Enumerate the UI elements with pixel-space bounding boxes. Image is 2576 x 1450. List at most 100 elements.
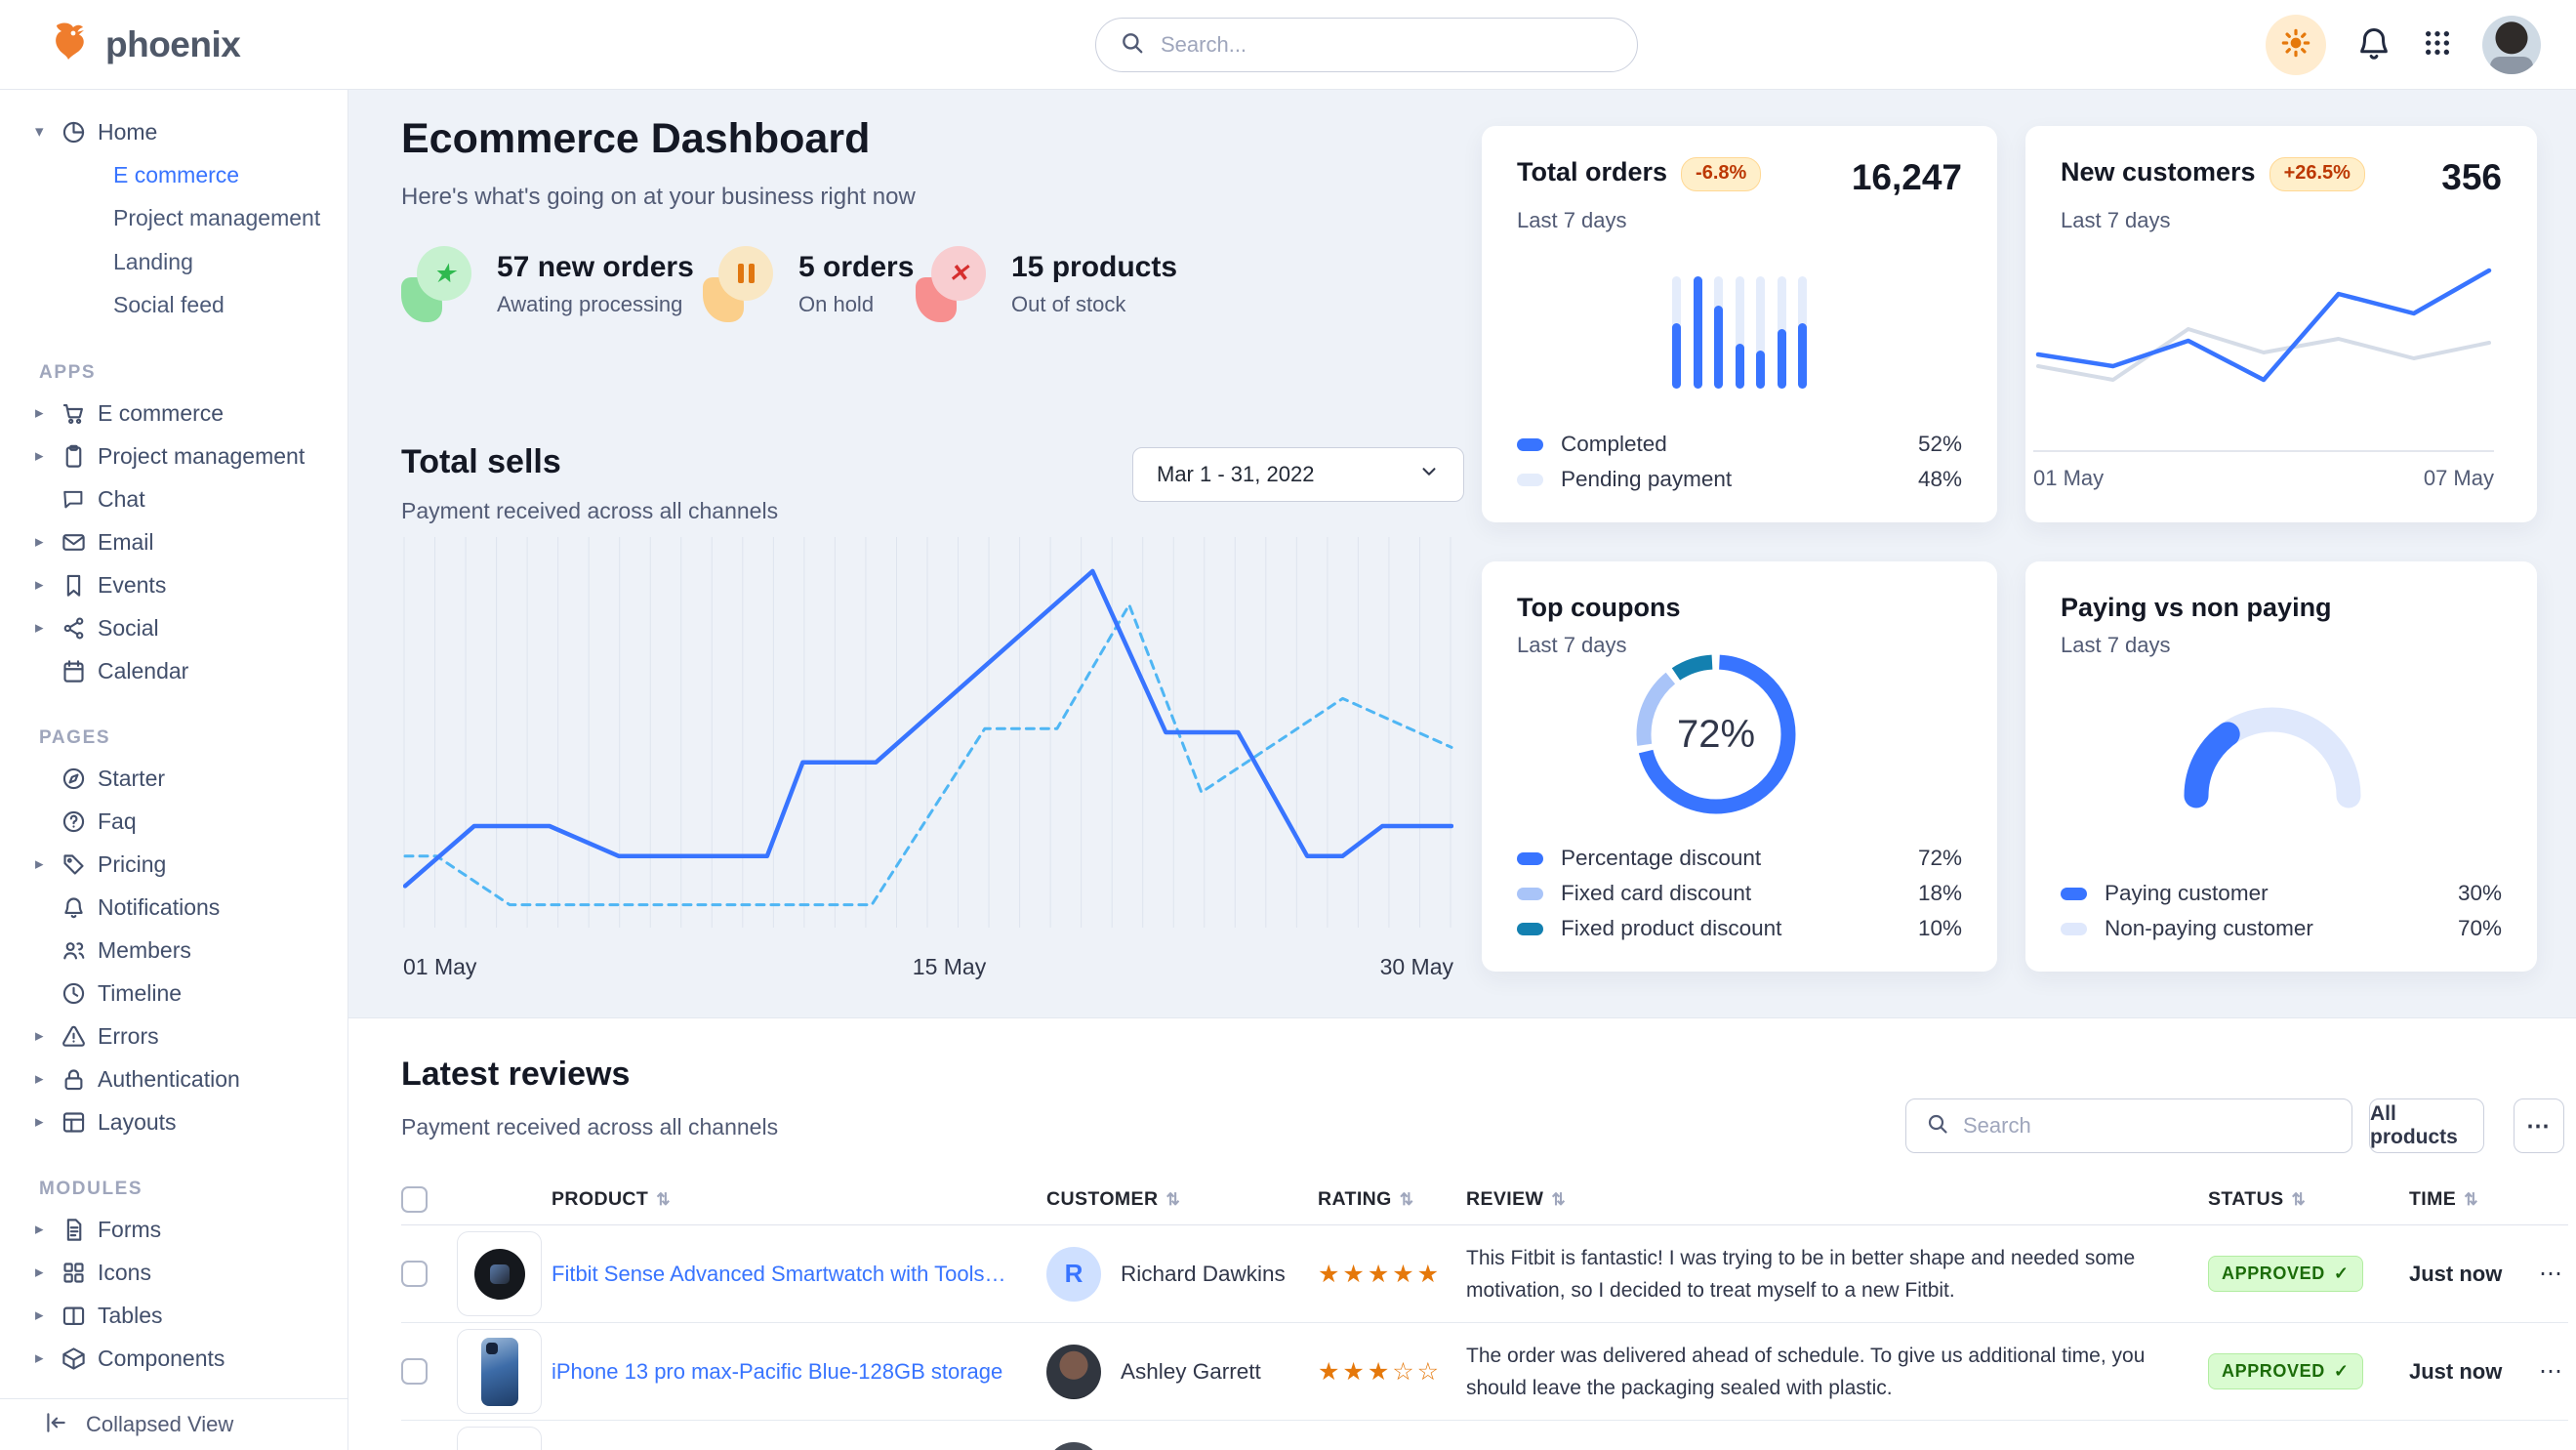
clipboard-icon	[61, 443, 98, 470]
theme-toggle-button[interactable]	[2266, 15, 2326, 75]
sidebar-item-calendar[interactable]: Calendar	[0, 649, 348, 692]
sidebar-subitem-e-commerce[interactable]: E commerce	[113, 161, 240, 187]
column-header-time[interactable]: TIME ⇅	[2409, 1188, 2478, 1210]
product-thumbnail[interactable]	[457, 1231, 542, 1316]
card-title: Total orders	[1517, 157, 1668, 186]
row-checkbox[interactable]	[401, 1261, 428, 1287]
sidebar-item-label: Layouts	[98, 1108, 177, 1135]
sidebar-item-timeline[interactable]: Timeline	[0, 972, 348, 1015]
sidebar-item-events[interactable]: ▸ Events	[0, 563, 348, 606]
column-header-review[interactable]: REVIEW ⇅	[1466, 1188, 1566, 1210]
search-input[interactable]	[1161, 32, 1614, 58]
product-thumbnail[interactable]	[457, 1329, 542, 1414]
chat-icon	[61, 486, 98, 513]
sidebar-subitem-project-management[interactable]: Project management	[113, 205, 321, 231]
caret-right-icon: ▸	[35, 854, 44, 873]
sidebar-item-e-commerce[interactable]: ▸ E commerce	[0, 392, 348, 435]
stat-value: 5 orders	[798, 251, 915, 283]
collapsed-view-toggle[interactable]: Collapsed View	[0, 1398, 348, 1450]
global-search[interactable]	[1095, 18, 1638, 72]
sidebar-item-project-management[interactable]: ▸ Project management	[0, 435, 348, 477]
donut-segment-percentage-discount	[1636, 654, 1796, 814]
caret-right-icon: ▸	[35, 1112, 44, 1131]
product-link[interactable]: iPhone 13 pro max-Pacific Blue-128GB sto…	[552, 1358, 1003, 1384]
sidebar-subitem-social-feed[interactable]: Social feed	[113, 292, 225, 318]
legend-label: Paying customer	[2105, 881, 2269, 905]
caret-right-icon: ▸	[35, 1348, 44, 1367]
sidebar-item-tables[interactable]: ▸ Tables	[0, 1294, 348, 1337]
sidebar-item-layouts[interactable]: ▸ Layouts	[0, 1100, 348, 1143]
sidebar-item-label: Forms	[98, 1216, 162, 1242]
total-sells-subtitle: Payment received across all channels	[401, 498, 779, 523]
sidebar-item-email[interactable]: ▸ Email	[0, 520, 348, 563]
rating-stars: ★★★☆☆	[1318, 1357, 1443, 1386]
x-tick: 01 May	[403, 954, 477, 979]
sidebar-item-forms[interactable]: ▸ Forms	[0, 1208, 348, 1251]
caret-right-icon: ▸	[35, 618, 44, 637]
legend-value: 30%	[2457, 881, 2502, 905]
order-bar	[1777, 276, 1786, 389]
sidebar-item-home[interactable]: ▾ Home	[0, 110, 348, 153]
column-header-product[interactable]: PRODUCT ⇅	[552, 1188, 671, 1210]
legend-swatch	[2061, 922, 2087, 935]
search-icon	[1120, 30, 1145, 61]
status-badge: APPROVED ✓	[2208, 1353, 2363, 1389]
sidebar-item-social[interactable]: ▸ Social	[0, 606, 348, 649]
apps-grid-button[interactable]	[2422, 27, 2453, 63]
sidebar-item-members[interactable]: Members	[0, 929, 348, 972]
page-title: Ecommerce Dashboard	[401, 115, 871, 162]
notifications-button[interactable]	[2355, 24, 2392, 66]
legend-value: 10%	[1917, 916, 1962, 940]
order-bar	[1672, 276, 1681, 389]
row-kebab-button[interactable]: ⋯	[2539, 1358, 2564, 1385]
paying-gauge-chart	[2043, 696, 2502, 813]
all-products-button[interactable]: All products	[2369, 1098, 2484, 1153]
date-range-select[interactable]: Mar 1 - 31, 2022	[1132, 447, 1464, 502]
product-link[interactable]: Fitbit Sense Advanced Smartwatch with To…	[552, 1261, 1027, 1286]
reviews-search-input[interactable]	[1963, 1113, 2332, 1139]
iphone-image	[480, 1337, 518, 1406]
sidebar-item-faq[interactable]: Faq	[0, 800, 348, 843]
sidebar-item-chat[interactable]: Chat	[0, 477, 348, 520]
coupons-donut-chart: 72%	[1633, 651, 1799, 817]
sidebar-item-label: Members	[98, 936, 191, 963]
sidebar-item-components[interactable]: ▸ Components	[0, 1337, 348, 1380]
product-thumbnail[interactable]	[457, 1427, 542, 1450]
sidebar-item-authentication[interactable]: ▸ Authentication	[0, 1057, 348, 1100]
top-navbar: phoenix	[0, 0, 2576, 90]
review-time: Just now	[2409, 1261, 2503, 1286]
column-header-customer[interactable]: CUSTOMER ⇅	[1046, 1188, 1181, 1210]
sidebar-subitem-landing[interactable]: Landing	[113, 248, 193, 274]
customer-avatar	[1046, 1344, 1101, 1399]
rating-stars: ★★★★★	[1318, 1260, 1443, 1288]
status-badge: APPROVED ✓	[2208, 1256, 2363, 1292]
select-all-checkbox[interactable]	[401, 1186, 428, 1213]
reviews-kebab-button[interactable]: ⋯	[2514, 1098, 2564, 1153]
user-avatar[interactable]	[2482, 16, 2541, 74]
sidebar-item-label: Home	[98, 118, 158, 145]
stat-caption: On hold	[798, 292, 875, 316]
row-checkbox[interactable]	[401, 1358, 428, 1385]
column-header-status[interactable]: STATUS ⇅	[2208, 1188, 2307, 1210]
reviews-search[interactable]	[1905, 1098, 2352, 1153]
sidebar-item-notifications[interactable]: Notifications	[0, 886, 348, 929]
row-kebab-button[interactable]: ⋯	[2539, 1261, 2564, 1287]
sidebar-item-icons[interactable]: ▸ Icons	[0, 1251, 348, 1294]
column-header-rating[interactable]: RATING ⇅	[1318, 1188, 1414, 1210]
tag-icon	[61, 851, 98, 878]
sidebar-item-label: Tables	[98, 1302, 163, 1328]
reviews-table: PRODUCT ⇅ CUSTOMER ⇅ RATING ⇅ REVIEW ⇅ STATU…	[401, 1175, 2568, 1450]
sidebar-section-apps: APPS	[39, 362, 97, 383]
legend-row-fixed-card-discount: Fixed card discount 18%	[1517, 876, 1962, 911]
sidebar-item-pricing[interactable]: ▸ Pricing	[0, 843, 348, 886]
legend-row-percentage-discount: Percentage discount 72%	[1517, 841, 1962, 876]
caret-right-icon: ▸	[35, 1263, 44, 1281]
sidebar-item-starter[interactable]: Starter	[0, 757, 348, 800]
brand-logo[interactable]: phoenix	[47, 20, 241, 69]
table-icon	[61, 1303, 98, 1329]
sidebar-item-label: Calendar	[98, 657, 189, 684]
sidebar-item-errors[interactable]: ▸ Errors	[0, 1015, 348, 1057]
customer-avatar: R	[1046, 1246, 1101, 1302]
customer-name: Richard Dawkins	[1121, 1261, 1286, 1286]
search-icon	[1926, 1112, 1949, 1140]
